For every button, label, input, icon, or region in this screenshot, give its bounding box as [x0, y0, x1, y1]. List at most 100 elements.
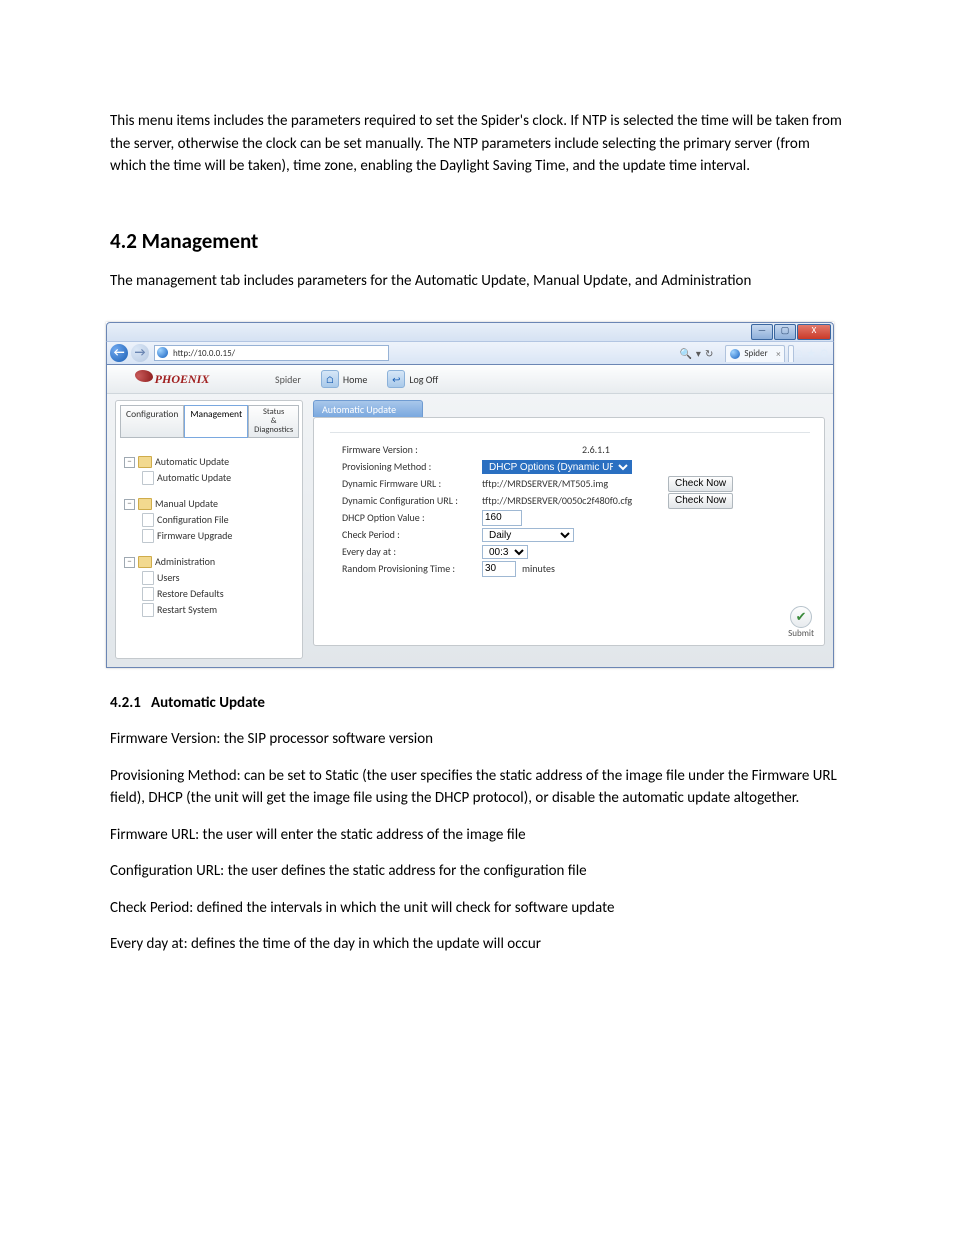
- sidebar: Configuration Management Status & Diagno…: [115, 400, 303, 659]
- tab-title: Spider: [744, 348, 767, 359]
- file-icon: [142, 587, 154, 601]
- menu-label: Log Off: [409, 373, 438, 386]
- favorites-icon[interactable]: ★: [806, 347, 816, 360]
- tab-management[interactable]: Management: [184, 405, 248, 438]
- tree-label: Automatic Update: [155, 454, 229, 470]
- menu-home[interactable]: ⌂ Home: [321, 370, 367, 388]
- tree-item-users[interactable]: Users: [124, 570, 298, 586]
- app-menubar: PHOENIX Spider ⌂ Home ↩ Log Off: [107, 365, 833, 394]
- home-icon[interactable]: ⌂: [794, 347, 804, 360]
- input-random-provisioning-time[interactable]: [482, 561, 516, 577]
- logout-icon: ↩: [387, 370, 405, 388]
- tree-group-manual-update[interactable]: − Manual Update: [124, 496, 298, 512]
- tree-label: Manual Update: [155, 496, 218, 512]
- ie-icon: [157, 347, 168, 358]
- tree-label: Automatic Update: [157, 470, 231, 486]
- label-provisioning-method: Provisioning Method :: [342, 460, 482, 473]
- label-firmware-version: Firmware Version :: [342, 443, 482, 456]
- close-icon[interactable]: ×: [776, 349, 780, 360]
- window-titlebar: — ▢ X: [106, 322, 834, 341]
- file-icon: [142, 571, 154, 585]
- submit-label: Submit: [788, 628, 814, 639]
- doc-paragraph: The management tab includes parameters f…: [110, 270, 844, 293]
- tree-group-automatic-update[interactable]: − Automatic Update: [124, 454, 298, 470]
- nav-forward-button[interactable]: →: [131, 344, 149, 362]
- nav-tree: − Automatic Update Automatic Update: [116, 442, 302, 618]
- window-maximize-button[interactable]: ▢: [774, 324, 796, 340]
- select-check-period[interactable]: Daily: [482, 528, 574, 542]
- tree-label: Administration: [155, 554, 215, 570]
- new-tab-button[interactable]: [788, 345, 794, 362]
- collapse-icon[interactable]: −: [124, 499, 135, 510]
- doc-paragraph: Check Period: defined the intervals in w…: [110, 897, 844, 920]
- url-text: http://10.0.0.15/: [173, 348, 235, 359]
- tree-label: Users: [157, 570, 180, 586]
- refresh-icon[interactable]: ↻: [705, 347, 713, 360]
- label-check-period: Check Period :: [342, 528, 482, 541]
- folder-icon: [138, 498, 152, 510]
- tools-icon[interactable]: ⚙: [819, 347, 829, 360]
- search-dropdown-icon[interactable]: ▾: [696, 347, 701, 360]
- label-every-day-at: Every day at :: [342, 545, 482, 558]
- settings-panel: Firmware Version : 2.6.1.1 Provisioning …: [313, 417, 825, 646]
- check-icon: ✔: [790, 606, 812, 628]
- doc-paragraph: This menu items includes the parameters …: [110, 110, 844, 178]
- section-heading: 4.2 Management: [110, 228, 844, 254]
- tree-label: Restart System: [157, 602, 217, 618]
- url-field[interactable]: http://10.0.0.15/: [154, 345, 389, 361]
- search-icon[interactable]: 🔍: [679, 347, 691, 360]
- home-icon: ⌂: [321, 370, 339, 388]
- submit-button[interactable]: ✔ Submit: [788, 606, 814, 639]
- select-provisioning-method[interactable]: DHCP Options (Dynamic URL): [482, 460, 632, 474]
- tree-item-restart-system[interactable]: Restart System: [124, 602, 298, 618]
- check-now-button[interactable]: Check Now: [668, 476, 733, 492]
- tree-item-configuration-file[interactable]: Configuration File: [124, 512, 298, 528]
- file-icon: [142, 529, 154, 543]
- value-firmware-version: 2.6.1.1: [482, 443, 762, 456]
- browser-tab[interactable]: Spider ×: [725, 345, 784, 362]
- input-dhcp-option-value[interactable]: [482, 510, 522, 526]
- file-icon: [142, 471, 154, 485]
- tree-label: Firmware Upgrade: [157, 528, 232, 544]
- nav-back-button[interactable]: ←: [110, 344, 128, 362]
- tree-item-restore-defaults[interactable]: Restore Defaults: [124, 586, 298, 602]
- select-every-day-at[interactable]: 00:30: [482, 545, 528, 559]
- tree-label: Restore Defaults: [157, 586, 224, 602]
- tree-item-firmware-upgrade[interactable]: Firmware Upgrade: [124, 528, 298, 544]
- screenshot-window: — ▢ X ← → http://10.0.0.15/ 🔍 ▾ ↻: [106, 322, 834, 668]
- arrow-right-icon: →: [135, 346, 146, 360]
- file-icon: [142, 513, 154, 527]
- menu-logoff[interactable]: ↩ Log Off: [387, 370, 438, 388]
- folder-icon: [138, 456, 152, 468]
- label-dynamic-firmware-url: Dynamic Firmware URL :: [342, 477, 482, 490]
- file-icon: [142, 603, 154, 617]
- folder-icon: [138, 556, 152, 568]
- collapse-icon[interactable]: −: [124, 457, 135, 468]
- value-dynamic-config-url: tftp://MRDSERVER/0050c2f480f0.cfg: [482, 494, 662, 507]
- phoenix-logo-icon: PHOENIX: [155, 372, 210, 387]
- unit-minutes: minutes: [522, 562, 555, 575]
- app-logo: PHOENIX: [107, 372, 257, 387]
- check-now-button[interactable]: Check Now: [668, 493, 733, 509]
- tree-item-automatic-update[interactable]: Automatic Update: [124, 470, 298, 486]
- tab-status-diagnostics[interactable]: Status & Diagnostics: [248, 405, 299, 438]
- panel-tab-automatic-update[interactable]: Automatic Update: [313, 400, 423, 417]
- window-minimize-button[interactable]: —: [751, 324, 773, 340]
- doc-paragraph: Configuration URL: the user defines the …: [110, 860, 844, 883]
- doc-paragraph: Every day at: defines the time of the da…: [110, 933, 844, 956]
- tab-configuration[interactable]: Configuration: [120, 405, 184, 438]
- collapse-icon[interactable]: −: [124, 557, 135, 568]
- tab-label-line2: & Diagnostics: [254, 416, 293, 435]
- subsection-heading: 4.2.1 Automatic Update: [110, 694, 844, 712]
- app-brand: Spider: [275, 373, 301, 386]
- value-dynamic-firmware-url: tftp://MRDSERVER/MT505.img: [482, 477, 662, 490]
- doc-paragraph: Provisioning Method: can be set to Stati…: [110, 765, 844, 810]
- doc-paragraph: Firmware URL: the user will enter the st…: [110, 824, 844, 847]
- tree-group-administration[interactable]: − Administration: [124, 554, 298, 570]
- doc-paragraph: Firmware Version: the SIP processor soft…: [110, 728, 844, 751]
- label-random-provisioning-time: Random Provisioning Time :: [342, 562, 482, 575]
- menu-label: Home: [343, 373, 367, 386]
- window-close-button[interactable]: X: [797, 324, 831, 340]
- browser-address-bar: ← → http://10.0.0.15/ 🔍 ▾ ↻ Spider ×: [106, 341, 834, 365]
- ie-icon: [730, 349, 740, 359]
